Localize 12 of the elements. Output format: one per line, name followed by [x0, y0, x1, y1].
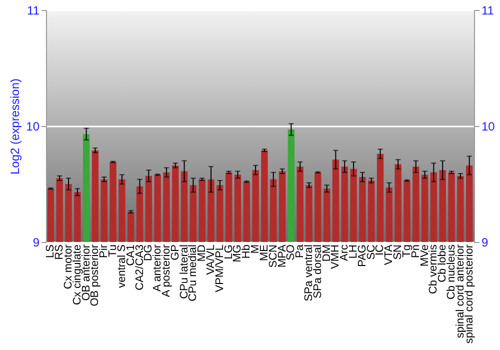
x-tick-label: RS	[54, 244, 66, 260]
y2-tick-label: 9	[482, 236, 488, 250]
x-tick-label: OB posterior	[89, 244, 102, 306]
x-tick-label: SCN	[267, 244, 280, 268]
y-axis-title: Log2 (expression)	[8, 78, 22, 175]
y-tick-label: 11	[27, 4, 40, 18]
x-tick-label: SPa dorsal	[312, 244, 324, 298]
y2-tick-label: 10	[482, 120, 496, 134]
y-tick-label: 10	[26, 120, 40, 134]
x-tick-label: Tg	[400, 244, 413, 258]
y2-tick-label: 11	[482, 4, 494, 18]
y-tick-label: 9	[32, 236, 40, 250]
